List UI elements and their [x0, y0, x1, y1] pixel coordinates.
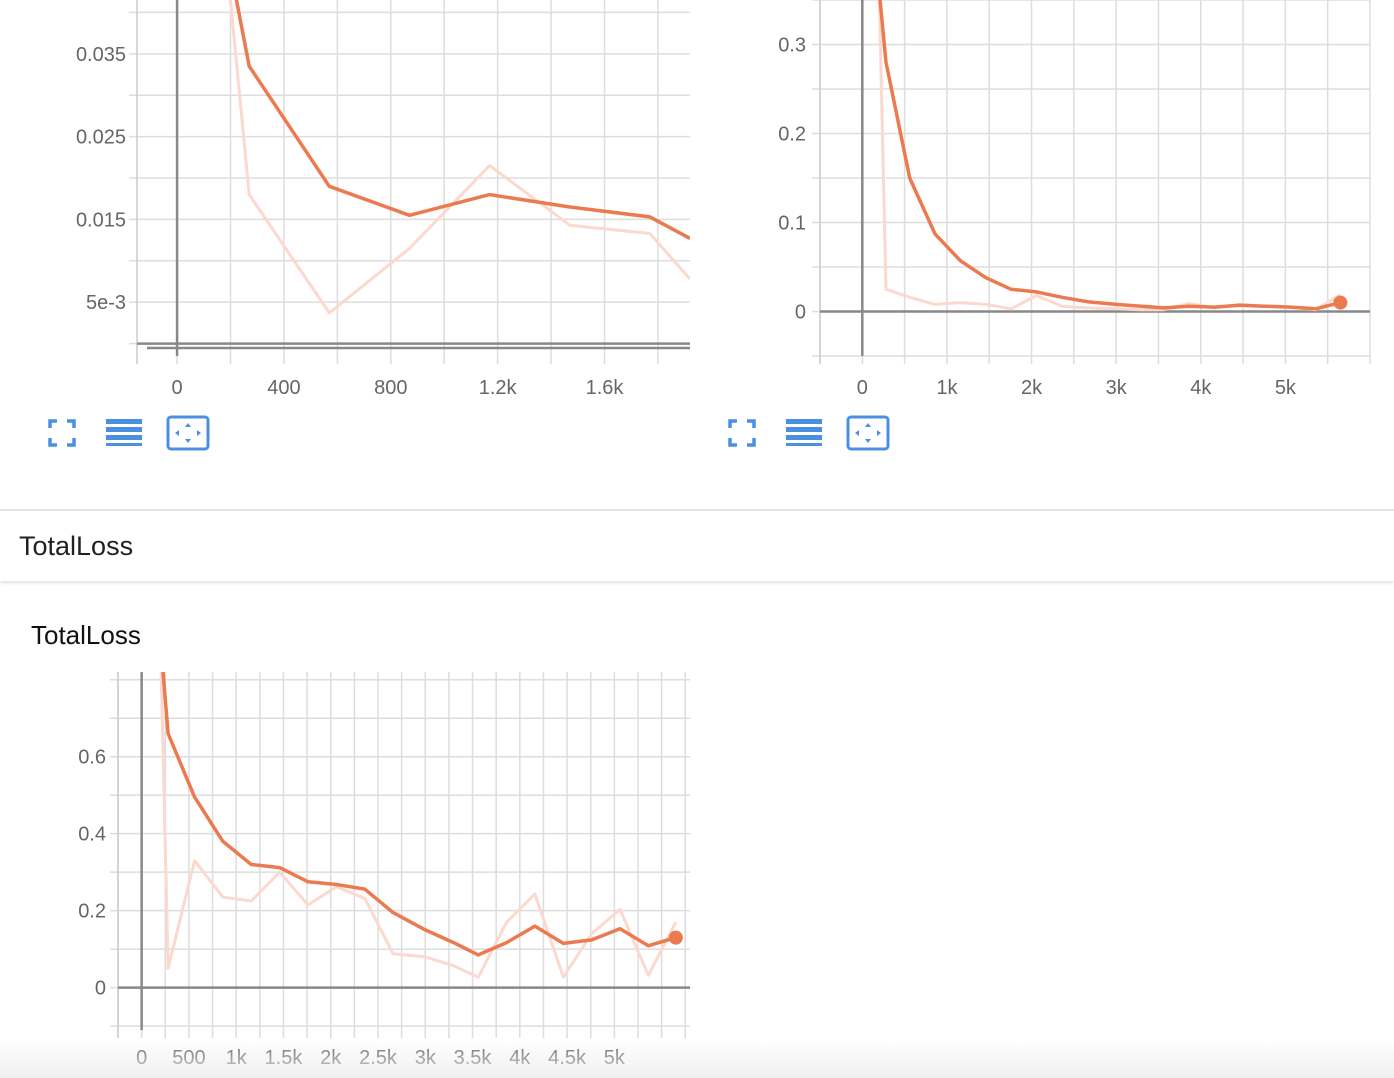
y-tick-label: 5e-3 [86, 292, 126, 314]
last-point-marker [1333, 295, 1348, 310]
chart-toolbar-top-right [724, 414, 890, 452]
fullscreen-icon [47, 418, 77, 448]
loss-chart-top-right[interactable]: 0 1k 2k 3k 4k 5k 0 0.1 0.2 0.3 [700, 0, 1394, 410]
fit-domain-icon [846, 415, 890, 451]
x-tick-label: 0 [136, 1047, 147, 1069]
y-tick-label: 0.015 [76, 209, 126, 231]
x-tick-label: 4.5k [548, 1047, 587, 1069]
x-tick-label: 5k [1275, 377, 1297, 399]
fullscreen-button[interactable] [724, 414, 760, 452]
data-table-icon [786, 417, 822, 449]
total-loss-chart[interactable]: 0 500 1k 1.5k 2k 2.5k 3k 3.5k 4k 4.5k 5k 0 0.2 0.4 0.6 [0, 660, 700, 1078]
axes [820, 0, 1370, 356]
fullscreen-button[interactable] [44, 414, 80, 452]
fit-domain-button[interactable] [846, 414, 890, 452]
x-tick-label: 3k [415, 1047, 437, 1069]
x-tick-label: 1k [226, 1047, 248, 1069]
smoothed-series-line [161, 672, 677, 957]
section-header[interactable]: TotalLoss [0, 509, 1394, 581]
y-tick-label: 0.035 [76, 44, 126, 66]
series-group [228, 0, 690, 315]
fit-domain-icon [166, 415, 210, 451]
tick-labels: 0 400 800 1.2k 1.6k 5e-3 0.015 0.025 0.035 [76, 44, 624, 399]
smoothed-series-line [234, 0, 690, 240]
x-tick-label: 4k [1190, 377, 1212, 399]
y-tick-label: 0.4 [78, 824, 106, 846]
data-table-button[interactable] [786, 414, 822, 452]
series-group [877, 0, 1342, 312]
y-tick-label: 0.1 [778, 213, 806, 235]
axes [118, 672, 690, 1030]
x-tick-label: 4k [509, 1047, 531, 1069]
fit-domain-button[interactable] [166, 414, 210, 452]
chart-title: TotalLoss [31, 620, 141, 650]
x-tick-label: 400 [267, 377, 300, 399]
y-tick-label: 0 [795, 302, 806, 324]
x-tick-label: 2k [1021, 377, 1043, 399]
raw-series-line [228, 0, 690, 315]
x-tick-label: 1.2k [479, 377, 518, 399]
tick-labels: 0 1k 2k 3k 4k 5k 0 0.1 0.2 0.3 [778, 35, 1297, 400]
fullscreen-icon [727, 418, 757, 448]
chart-toolbar-top-left [44, 414, 210, 452]
x-tick-label: 2.5k [359, 1047, 398, 1069]
axes [137, 0, 690, 356]
y-tick-label: 0.2 [778, 124, 806, 146]
y-tick-label: 0.3 [778, 35, 806, 57]
smoothed-series-line [878, 0, 1341, 311]
grid [129, 0, 690, 364]
y-tick-label: 0.2 [78, 901, 106, 923]
series-group [159, 672, 678, 979]
loss-chart-top-left[interactable]: 0 400 800 1.2k 1.6k 5e-3 0.015 0.025 0.035 [0, 0, 700, 410]
x-tick-label: 3k [1106, 377, 1128, 399]
y-tick-label: 0.6 [78, 747, 106, 769]
x-tick-label: 5k [604, 1047, 626, 1069]
x-tick-label: 0 [857, 377, 868, 399]
x-tick-label: 500 [172, 1047, 205, 1069]
y-tick-label: 0.025 [76, 127, 126, 149]
x-tick-label: 800 [374, 377, 407, 399]
data-table-button[interactable] [106, 414, 142, 452]
raw-series-line [877, 0, 1342, 312]
x-tick-label: 1.5k [265, 1047, 304, 1069]
data-table-icon [106, 417, 142, 449]
x-tick-label: 3.5k [454, 1047, 493, 1069]
x-tick-label: 2k [320, 1047, 342, 1069]
grid [110, 672, 690, 1038]
x-tick-label: 0 [172, 377, 183, 399]
last-point-marker [668, 930, 683, 945]
y-tick-label: 0 [95, 978, 106, 1000]
x-tick-label: 1k [936, 377, 958, 399]
x-tick-label: 1.6k [586, 377, 625, 399]
section-title[interactable]: TotalLoss [19, 531, 134, 561]
